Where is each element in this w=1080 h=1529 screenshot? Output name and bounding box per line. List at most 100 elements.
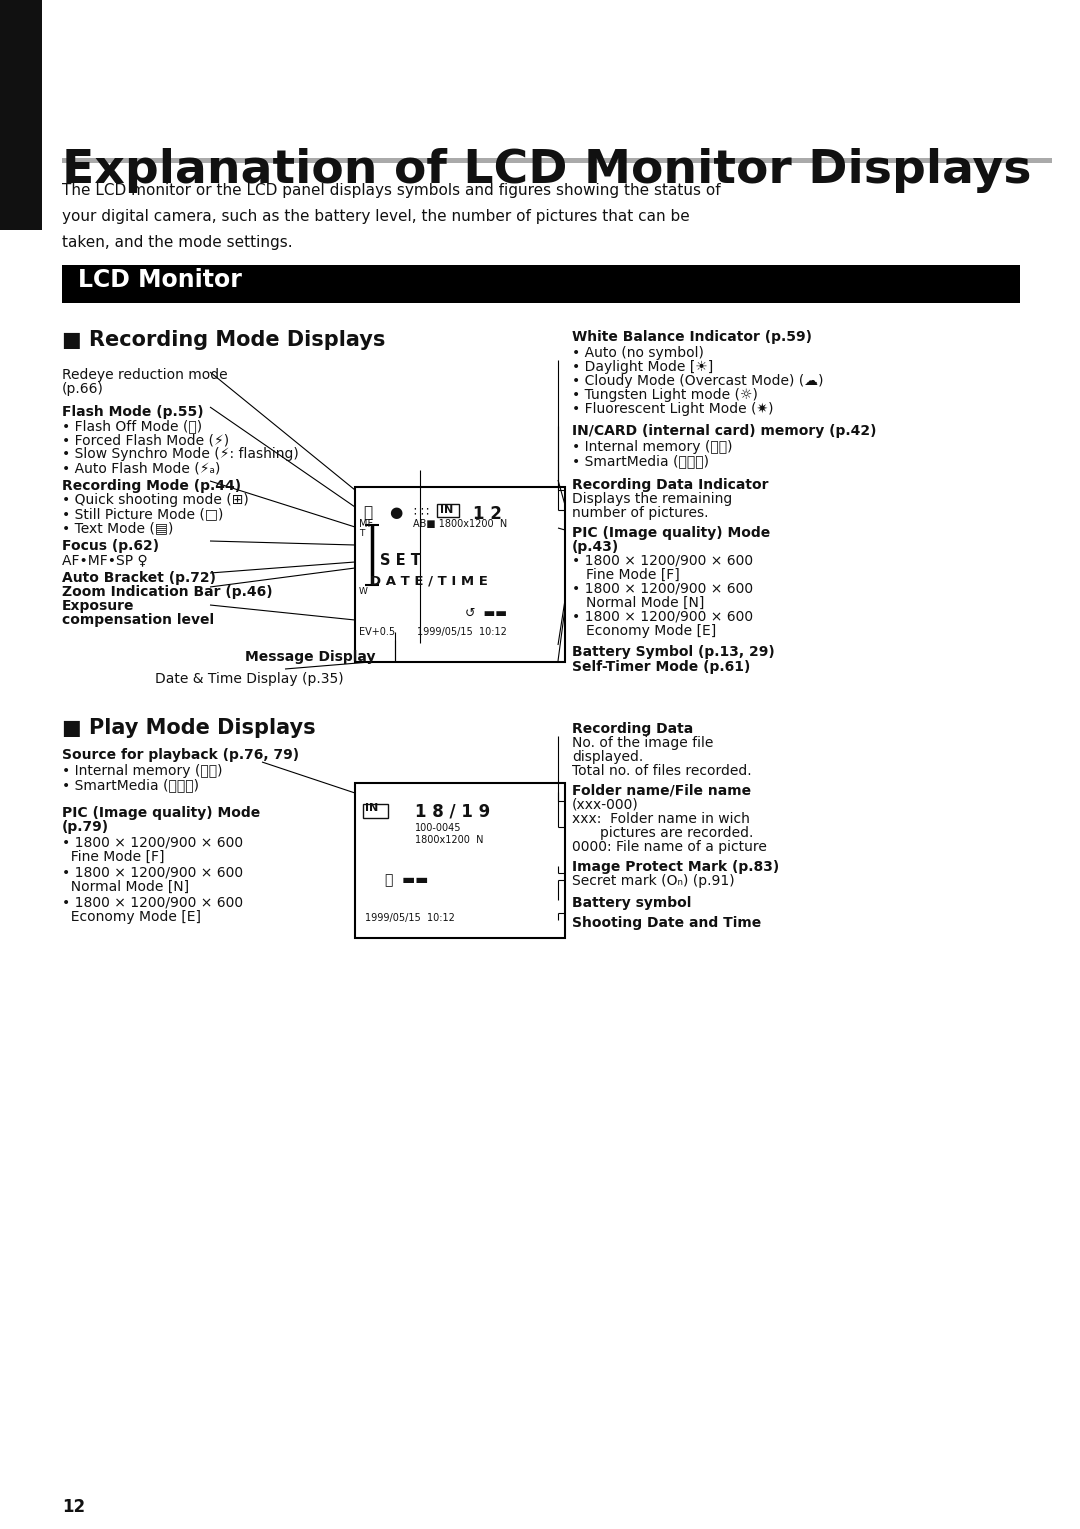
Text: ■ Recording Mode Displays: ■ Recording Mode Displays <box>62 330 386 350</box>
Text: IN/CARD (internal card) memory (p.42): IN/CARD (internal card) memory (p.42) <box>572 424 877 437</box>
Text: EV+0.5: EV+0.5 <box>359 627 395 638</box>
Text: (p.43): (p.43) <box>572 540 619 553</box>
Bar <box>62 157 1052 164</box>
Bar <box>355 783 565 937</box>
Text: Image Protect Mark (p.83): Image Protect Mark (p.83) <box>572 859 780 875</box>
Text: ∷∷: ∷∷ <box>413 505 429 518</box>
Text: pictures are recorded.: pictures are recorded. <box>600 826 754 839</box>
Text: Recording Data Indicator: Recording Data Indicator <box>572 479 769 492</box>
Bar <box>62 265 1020 303</box>
Text: Auto Bracket (p.72): Auto Bracket (p.72) <box>62 570 216 586</box>
Text: • 1800 × 1200/900 × 600: • 1800 × 1200/900 × 600 <box>62 896 243 910</box>
Text: Shooting Date and Time: Shooting Date and Time <box>572 916 761 930</box>
Text: PIC (Image quality) Mode: PIC (Image quality) Mode <box>572 526 770 540</box>
Text: MF: MF <box>359 518 373 529</box>
Text: Recording Mode (p.44): Recording Mode (p.44) <box>62 479 241 492</box>
Text: • Auto (no symbol): • Auto (no symbol) <box>572 346 704 359</box>
Text: • 1800 × 1200/900 × 600: • 1800 × 1200/900 × 600 <box>572 610 753 624</box>
Text: (p.66): (p.66) <box>62 382 104 396</box>
Text: Date & Time Display (p.35): Date & Time Display (p.35) <box>156 673 343 687</box>
Text: (xxx-000): (xxx-000) <box>572 798 638 812</box>
Text: displayed.: displayed. <box>572 751 644 764</box>
Text: Message Display: Message Display <box>245 650 375 664</box>
Text: Exposure: Exposure <box>62 599 135 613</box>
Text: • Still Picture Mode (□): • Still Picture Mode (□) <box>62 508 224 521</box>
Text: IN: IN <box>440 505 454 515</box>
Text: ■ Play Mode Displays: ■ Play Mode Displays <box>62 719 315 739</box>
Text: compensation level: compensation level <box>62 613 214 627</box>
Text: Folder name/File name: Folder name/File name <box>572 784 751 798</box>
Text: 1 2: 1 2 <box>473 505 502 523</box>
Text: • Slow Synchro Mode (⚡: flashing): • Slow Synchro Mode (⚡: flashing) <box>62 446 299 462</box>
Text: Displays the remaining: Displays the remaining <box>572 492 732 506</box>
Text: T: T <box>359 529 364 538</box>
Text: Total no. of files recorded.: Total no. of files recorded. <box>572 764 752 778</box>
Text: White Balance Indicator (p.59): White Balance Indicator (p.59) <box>572 330 812 344</box>
Text: Source for playback (p.76, 79): Source for playback (p.76, 79) <box>62 748 299 761</box>
Text: Normal Mode [N]: Normal Mode [N] <box>62 881 189 894</box>
Text: • Forced Flash Mode (⚡): • Forced Flash Mode (⚡) <box>62 433 229 446</box>
Text: • 1800 × 1200/900 × 600: • 1800 × 1200/900 × 600 <box>572 553 753 567</box>
Text: IN: IN <box>365 803 378 813</box>
Text: • Cloudy Mode (Overcast Mode) (☁): • Cloudy Mode (Overcast Mode) (☁) <box>572 375 824 388</box>
Text: your digital camera, such as the battery level, the number of pictures that can : your digital camera, such as the battery… <box>62 209 690 225</box>
Text: S E T: S E T <box>380 553 421 567</box>
Text: ⓧ: ⓧ <box>363 505 373 520</box>
Text: AF•MF•SP ♀: AF•MF•SP ♀ <box>62 553 148 567</box>
Text: Fine Mode [F]: Fine Mode [F] <box>62 850 164 864</box>
Text: • Tungsten Light mode (☼): • Tungsten Light mode (☼) <box>572 388 758 402</box>
Text: • 1800 × 1200/900 × 600: • 1800 × 1200/900 × 600 <box>62 836 243 850</box>
Text: 1999/05/15  10:12: 1999/05/15 10:12 <box>417 627 507 638</box>
Text: Self-Timer Mode (p.61): Self-Timer Mode (p.61) <box>572 661 751 674</box>
Bar <box>0 0 42 229</box>
Text: Explanation of LCD Monitor Displays: Explanation of LCD Monitor Displays <box>62 148 1031 193</box>
Text: W: W <box>359 587 368 596</box>
Text: Economy Mode [E]: Economy Mode [E] <box>586 624 716 638</box>
Text: Flash Mode (p.55): Flash Mode (p.55) <box>62 405 204 419</box>
Text: • Flash Off Mode (ⓧ): • Flash Off Mode (ⓧ) <box>62 419 202 433</box>
Bar <box>363 804 388 818</box>
Text: Focus (p.62): Focus (p.62) <box>62 540 159 553</box>
Text: Economy Mode [E]: Economy Mode [E] <box>62 910 201 924</box>
Text: Zoom Indication Bar (p.46): Zoom Indication Bar (p.46) <box>62 586 272 599</box>
Text: • Quick shooting mode (⊞): • Quick shooting mode (⊞) <box>62 492 248 508</box>
Text: • SmartMedia (Ⓘⓝⓓ): • SmartMedia (Ⓘⓝⓓ) <box>572 454 708 468</box>
Text: • Internal memory (Ⓘⓝ): • Internal memory (Ⓘⓝ) <box>62 764 222 778</box>
Text: • Text Mode (▤): • Text Mode (▤) <box>62 521 174 535</box>
Text: Battery symbol: Battery symbol <box>572 896 691 910</box>
Text: • Internal memory (Ⓘⓝ): • Internal memory (Ⓘⓝ) <box>572 440 732 454</box>
Text: Secret mark (Oₙ) (p.91): Secret mark (Oₙ) (p.91) <box>572 875 734 888</box>
Text: Redeye reduction mode: Redeye reduction mode <box>62 368 228 382</box>
Text: LCD Monitor: LCD Monitor <box>78 268 242 292</box>
Bar <box>437 505 459 517</box>
Text: 1999/05/15  10:12: 1999/05/15 10:12 <box>365 913 455 924</box>
Text: Normal Mode [N]: Normal Mode [N] <box>586 596 704 610</box>
Text: 0000: File name of a picture: 0000: File name of a picture <box>572 839 767 855</box>
Text: • Auto Flash Mode (⚡ₐ): • Auto Flash Mode (⚡ₐ) <box>62 462 220 476</box>
Text: 🔒  ▬▬: 🔒 ▬▬ <box>384 873 429 887</box>
Text: 1 8 / 1 9: 1 8 / 1 9 <box>415 803 490 821</box>
Text: PIC (Image quality) Mode: PIC (Image quality) Mode <box>62 806 260 820</box>
Text: xxx:  Folder name in wich: xxx: Folder name in wich <box>572 812 750 826</box>
Bar <box>355 488 565 662</box>
Text: 12: 12 <box>62 1498 85 1515</box>
Text: Recording Data: Recording Data <box>572 722 693 735</box>
Text: taken, and the mode settings.: taken, and the mode settings. <box>62 235 293 251</box>
Text: 100-0045: 100-0045 <box>415 823 461 833</box>
Text: • 1800 × 1200/900 × 600: • 1800 × 1200/900 × 600 <box>62 865 243 881</box>
Text: • 1800 × 1200/900 × 600: • 1800 × 1200/900 × 600 <box>572 583 753 596</box>
Text: • Fluorescent Light Mode (✷): • Fluorescent Light Mode (✷) <box>572 402 773 416</box>
Text: (p.79): (p.79) <box>62 820 109 833</box>
Text: ↺  ▬▬: ↺ ▬▬ <box>465 607 507 619</box>
Text: D A T E / T I M E: D A T E / T I M E <box>370 575 488 589</box>
Text: The LCD monitor or the LCD panel displays symbols and figures showing the status: The LCD monitor or the LCD panel display… <box>62 183 720 197</box>
Text: No. of the image file: No. of the image file <box>572 735 714 751</box>
Text: • SmartMedia (Ⓘⓝⓓ): • SmartMedia (Ⓘⓝⓓ) <box>62 778 199 792</box>
Text: Fine Mode [F]: Fine Mode [F] <box>586 567 679 583</box>
Text: 1800x1200  N: 1800x1200 N <box>415 835 484 846</box>
Text: number of pictures.: number of pictures. <box>572 506 708 520</box>
Text: • Daylight Mode [☀]: • Daylight Mode [☀] <box>572 359 713 375</box>
Text: AB■ 1800x1200  N: AB■ 1800x1200 N <box>413 518 508 529</box>
Text: Battery Symbol (p.13, 29): Battery Symbol (p.13, 29) <box>572 645 774 659</box>
Text: ●: ● <box>389 505 402 520</box>
